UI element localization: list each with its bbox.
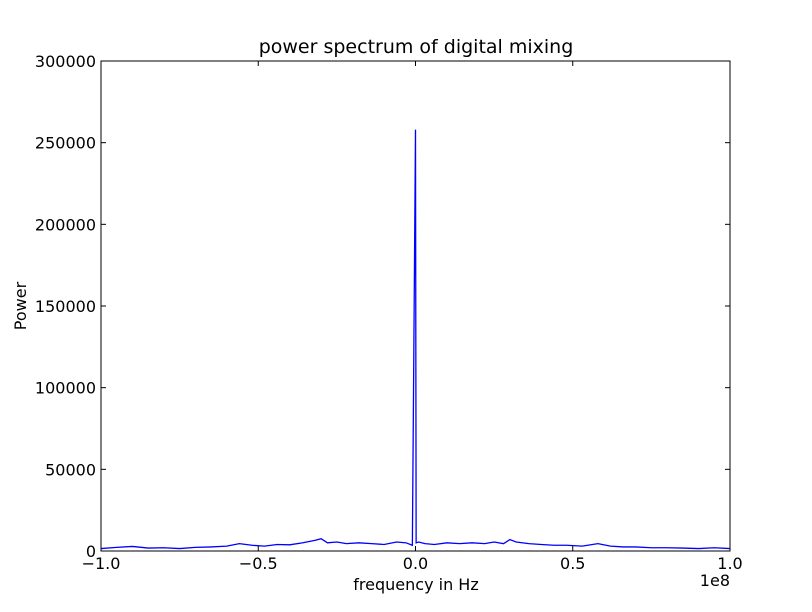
y-tick-label: 200000 <box>35 215 96 234</box>
x-tick-label: −0.5 <box>239 554 278 573</box>
y-tick-label: 250000 <box>35 134 96 153</box>
x-offset-label: 1e8 <box>700 571 730 590</box>
y-tick-label: 50000 <box>45 460 96 479</box>
series-layer <box>100 129 731 550</box>
y-tick-label: 0 <box>86 542 96 561</box>
chart-title: power spectrum of digital mixing <box>259 36 574 58</box>
y-tick-label: 300000 <box>35 52 96 71</box>
x-tick-label: 0.5 <box>560 554 585 573</box>
y-tick-label: 100000 <box>35 379 96 398</box>
y-axis-label: Power <box>11 281 30 330</box>
series-line-0 <box>100 129 731 550</box>
x-axis-label: frequency in Hz <box>353 575 478 594</box>
y-axis: 0 50000 100000 150000 200000 250000 300000 <box>35 52 730 561</box>
x-tick-label: 0.0 <box>403 554 428 573</box>
x-tick-label: 1.0 <box>717 554 742 573</box>
x-tick-label: −1.0 <box>82 554 121 573</box>
y-tick-label: 150000 <box>35 297 96 316</box>
x-axis: −1.0 −0.5 0.0 0.5 1.0 <box>82 61 743 573</box>
